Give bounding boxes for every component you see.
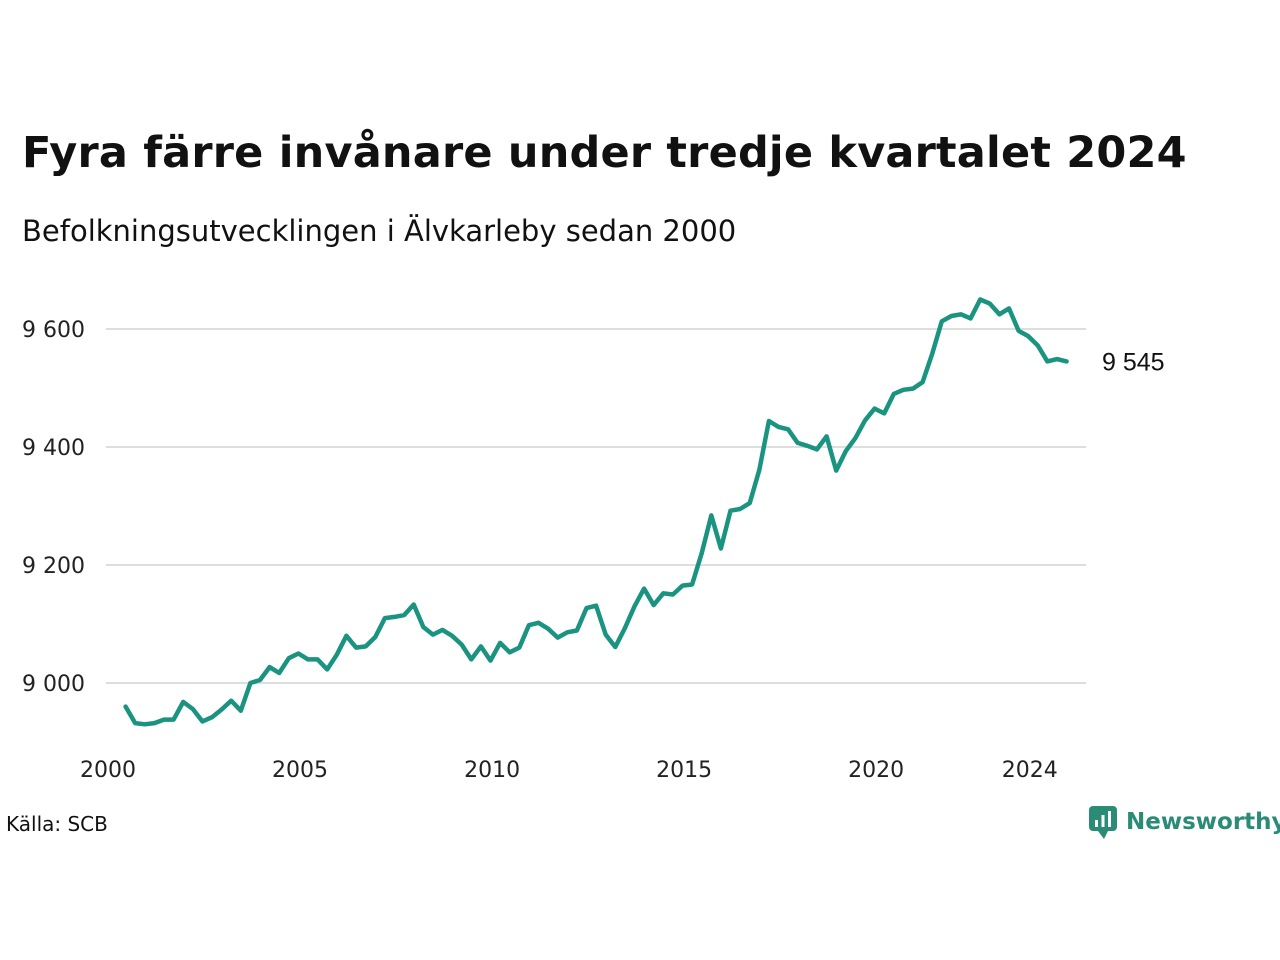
x-tick-label: 2010 bbox=[464, 758, 520, 783]
y-tick-label: 9 600 bbox=[22, 318, 85, 343]
source-note: Källa: SCB bbox=[6, 812, 108, 836]
x-tick-label: 2005 bbox=[272, 758, 328, 783]
x-tick-label: 2020 bbox=[848, 758, 904, 783]
y-tick-label: 9 400 bbox=[22, 436, 85, 461]
chart-subtitle: Befolkningsutvecklingen i Älvkarleby sed… bbox=[22, 214, 737, 248]
y-tick-label: 9 200 bbox=[22, 554, 85, 579]
x-tick-label: 2024 bbox=[1002, 758, 1058, 783]
brand-name: Newsworthy bbox=[1126, 809, 1280, 835]
x-tick-label: 2015 bbox=[656, 758, 712, 783]
x-tick-label: 2000 bbox=[80, 758, 136, 783]
series-line bbox=[123, 297, 1069, 727]
brand-logo: Newsworthy bbox=[1088, 804, 1280, 840]
y-tick-label: 9 000 bbox=[22, 672, 85, 697]
chart-title: Fyra färre invånare under tredje kvartal… bbox=[22, 128, 1187, 178]
end-value-label: 9 545 bbox=[1102, 348, 1165, 376]
newsworthy-logo-icon bbox=[1089, 806, 1117, 839]
line-chart: 9 000 9 200 9 400 9 600 2000 2005 2010 2015 2020… bbox=[22, 297, 1165, 783]
